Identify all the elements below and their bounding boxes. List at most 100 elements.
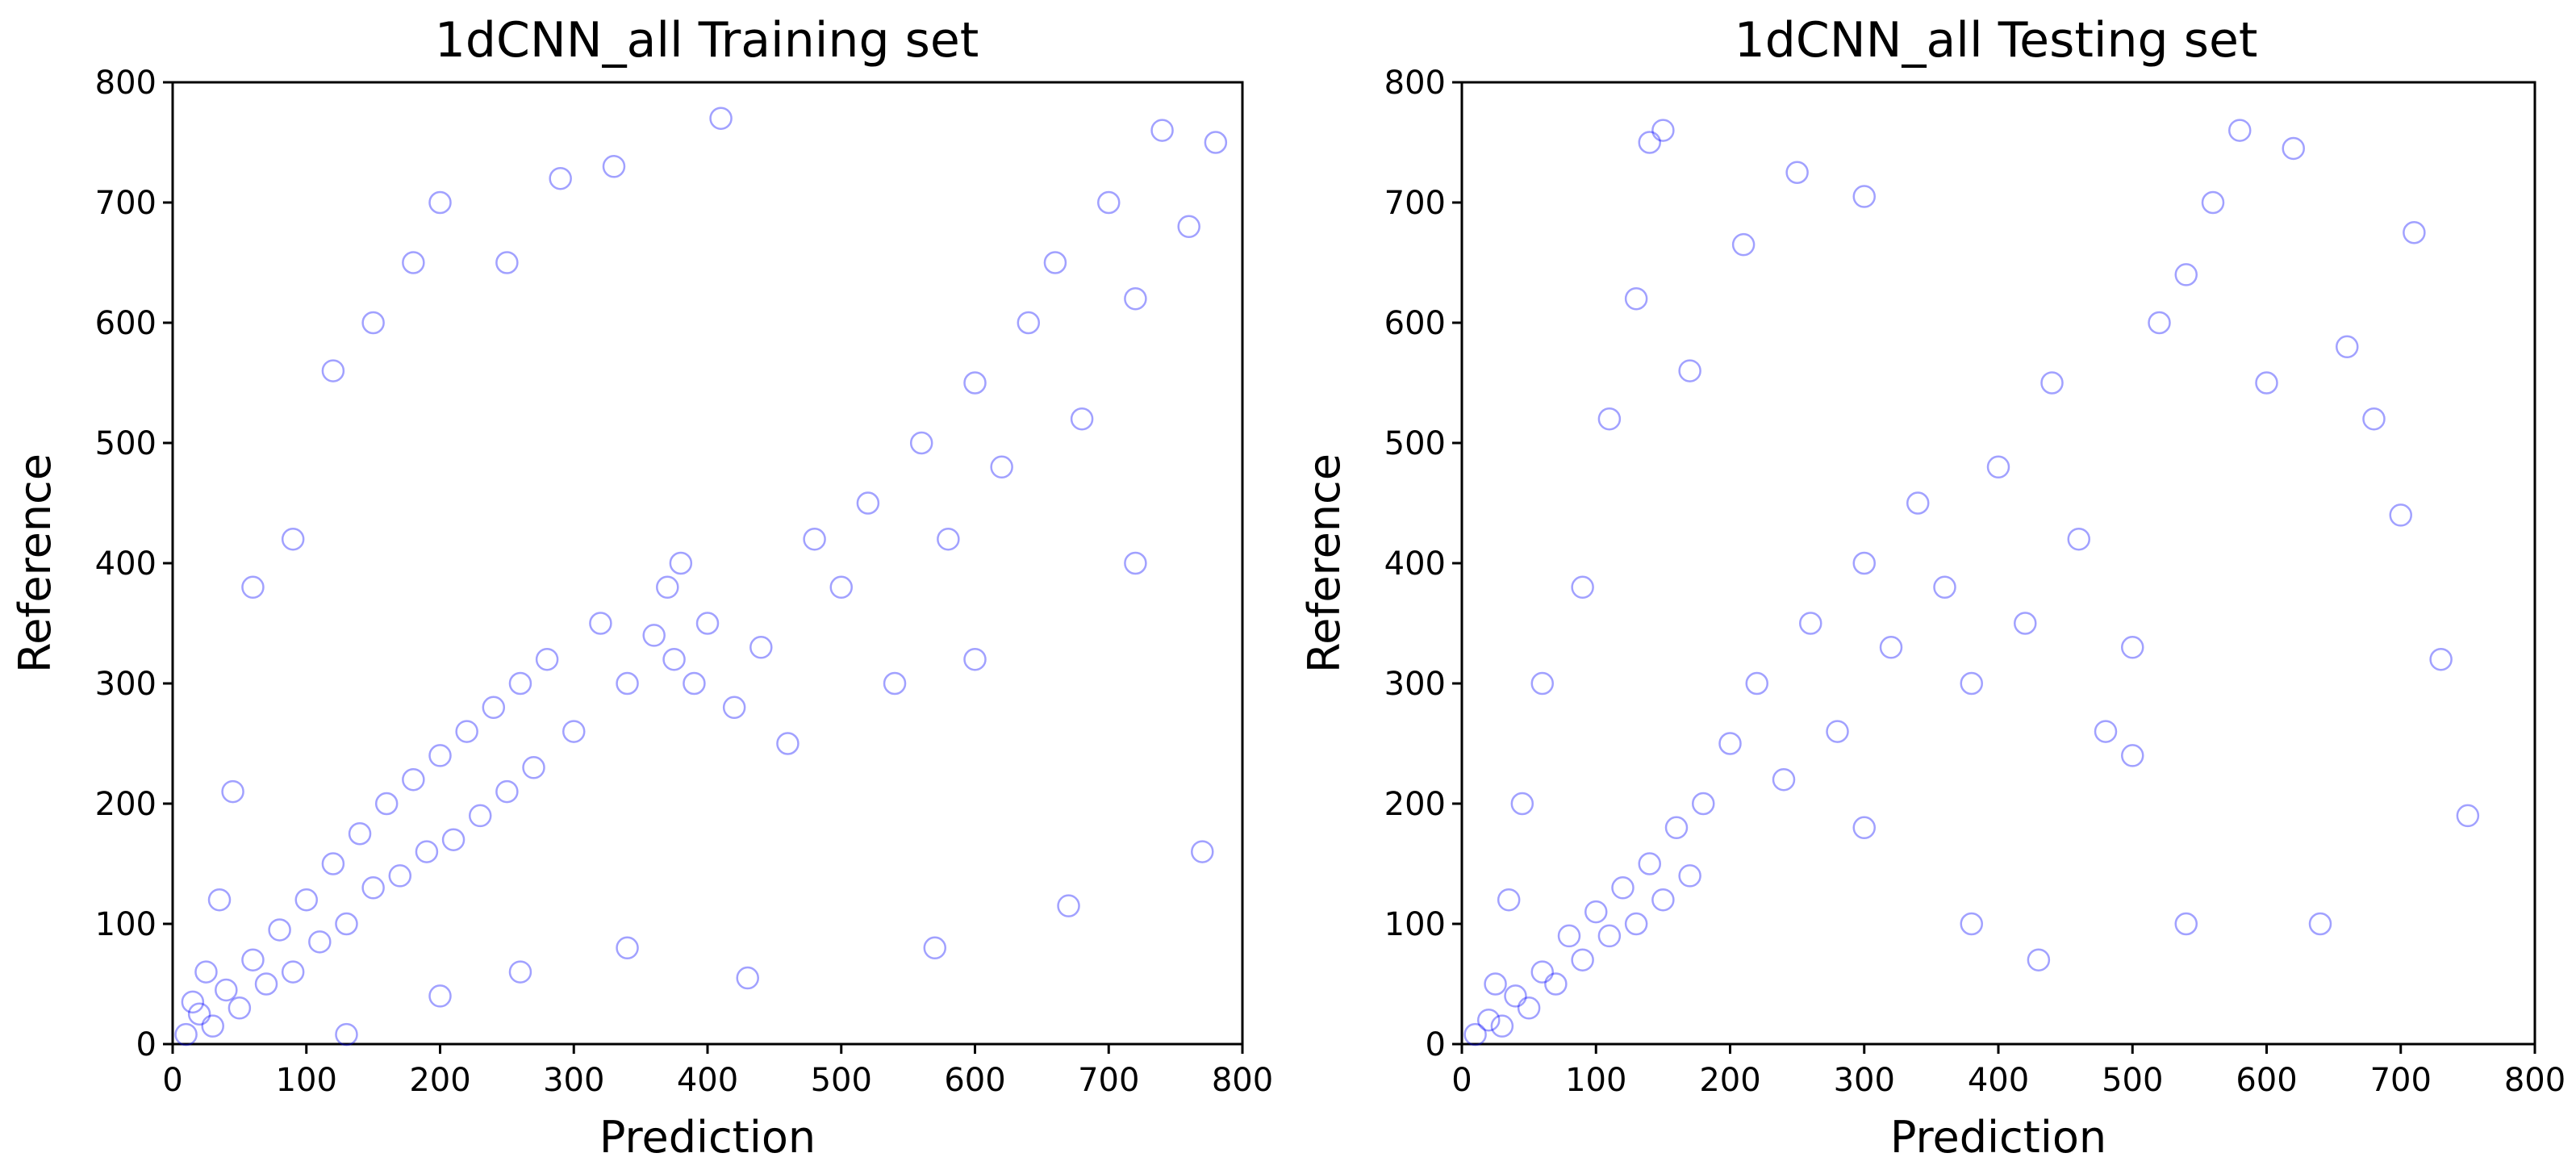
data-point [1638,852,1661,875]
y-tick-label: 600 [1384,305,1446,342]
y-tick-label: 700 [1384,185,1446,222]
data-point [963,371,987,395]
x-tick-label: 100 [1565,1062,1626,1099]
data-point [482,696,506,720]
data-point [1557,924,1581,948]
data-point [1611,876,1635,900]
data-point [963,647,987,671]
y-tick-label: 500 [1384,425,1446,462]
y-tick-label: 200 [95,786,157,823]
data-point [1191,840,1214,863]
data-point [441,828,466,851]
x-tick-label: 700 [1078,1062,1139,1099]
data-point [616,671,639,696]
data-point [402,767,425,792]
data-point [2403,221,2426,244]
x-tick-label: 100 [276,1062,337,1099]
data-points [1463,119,2480,1047]
data-point [923,936,947,960]
data-point [508,671,532,696]
data-point [1852,185,1876,208]
x-tick-label: 500 [2102,1062,2163,1099]
data-point [1906,491,1930,515]
data-point [883,671,907,696]
data-point [1879,636,1903,659]
data-point [1664,816,1689,840]
data-point [1678,864,1701,888]
data-point [2228,119,2252,142]
data-point [1852,816,1876,840]
data-point [1852,551,1876,575]
x-tick-label: 600 [2236,1062,2297,1099]
data-point [1517,996,1541,1020]
x-tick-label: 600 [944,1062,1005,1099]
data-point [709,107,733,130]
data-point [1624,286,1648,311]
data-point [428,190,452,215]
y-tick-label: 300 [95,666,157,703]
data-point [937,527,960,551]
axis-ticks: 0 100 200 300 400 500 600 700 800 0 100 200 300 400 50… [95,65,1274,1099]
y-tick-label: 400 [1384,545,1446,583]
data-point [2201,190,2225,215]
data-point [468,804,492,828]
data-point [1651,888,1675,912]
data-point [1986,455,2010,479]
data-point [308,930,332,954]
data-point [455,720,478,743]
y-axis-label: Reference [10,453,61,673]
data-point [642,624,666,647]
data-point [348,822,372,846]
testing-scatter-panel: 1dCNN_all Testing set 0 100 200 300 400 500 60… [1299,12,2566,1163]
data-point [856,491,880,515]
data-point [201,1014,224,1038]
data-point [281,960,305,984]
data-point [321,359,345,382]
data-point [241,948,265,971]
data-point [1204,131,1228,154]
x-tick-label: 700 [2370,1062,2432,1099]
data-point [683,671,706,696]
data-point [2040,371,2064,395]
y-tick-label: 800 [95,65,157,102]
data-point [1497,888,1521,912]
data-point [749,636,773,659]
data-point [321,852,345,875]
data-point [1638,131,1661,154]
data-point [1678,359,1701,382]
x-tick-label: 200 [1699,1062,1760,1099]
data-point [1624,912,1648,936]
data-point [174,1022,198,1047]
data-point [669,551,693,575]
data-point [1124,551,1147,575]
y-tick-label: 0 [136,1026,157,1063]
data-point [2148,311,2171,335]
data-point [1057,894,1080,917]
data-point [1544,972,1568,996]
data-point [1177,215,1200,239]
y-tick-label: 400 [95,545,157,583]
data-point [221,779,244,804]
data-point [187,1002,211,1026]
data-point [1772,767,1796,792]
data-point [549,166,572,190]
data-point [1571,948,1594,971]
data-point [1463,1022,1487,1047]
data-point [695,612,720,635]
x-axis-label: Prediction [599,1112,816,1163]
data-point [2121,744,2144,767]
y-tick-label: 100 [95,906,157,943]
plot-frame [171,81,1244,1046]
data-point [722,696,746,720]
x-tick-label: 800 [1212,1062,1273,1099]
data-point [1651,119,1675,142]
data-point [1097,190,1121,215]
axis-ticks: 0 100 200 300 400 500 600 700 800 0 100 200 300 400 50… [1384,65,2566,1099]
data-point [1510,792,1534,816]
data-point [2027,948,2051,971]
data-point [1504,984,1527,1008]
data-point [535,647,559,671]
data-point [616,936,639,960]
data-point [1070,407,1094,431]
